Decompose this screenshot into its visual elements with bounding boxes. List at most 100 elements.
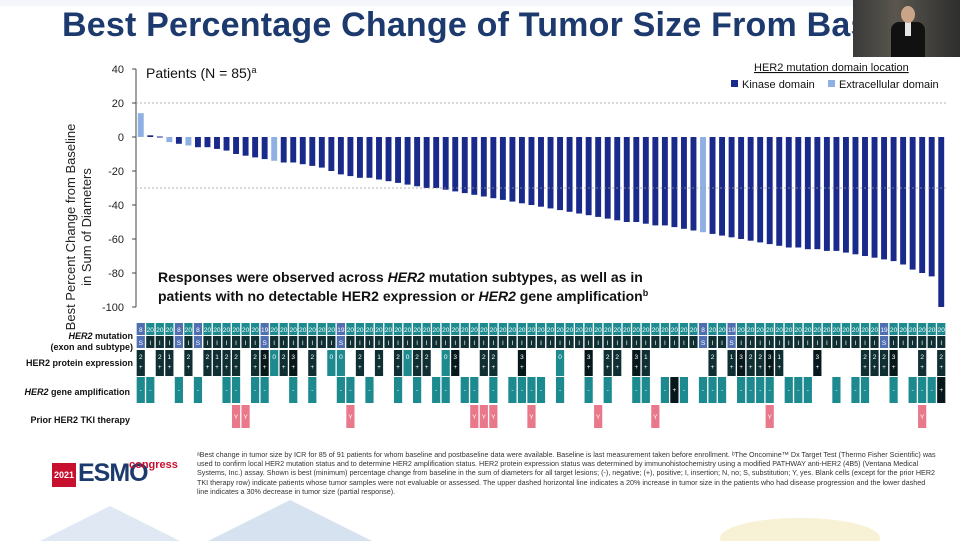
mutation-cell bbox=[908, 323, 917, 335]
row-label-mutation-a: HER2 bbox=[68, 331, 92, 341]
protein-value: 2 bbox=[482, 354, 486, 361]
mutation-type: I bbox=[397, 340, 399, 347]
amp-cell bbox=[289, 377, 298, 403]
mutation-cell bbox=[165, 323, 174, 335]
protein-value: 1 bbox=[777, 354, 781, 361]
mutation-exon: 19 bbox=[728, 327, 736, 334]
mutation-type-cell bbox=[813, 336, 822, 348]
bar bbox=[576, 137, 583, 214]
mutation-type-cell bbox=[794, 336, 803, 348]
mutation-exon: 20 bbox=[490, 327, 498, 334]
mutation-type: I bbox=[645, 340, 647, 347]
protein-sign: + bbox=[920, 364, 924, 371]
mutation-exon: 19 bbox=[337, 327, 345, 334]
mutation-type-cell bbox=[841, 336, 851, 348]
protein-value: 3 bbox=[263, 354, 267, 361]
bar bbox=[728, 137, 735, 238]
bar bbox=[223, 137, 230, 151]
bar bbox=[795, 137, 802, 248]
mutation-exon: 20 bbox=[166, 327, 174, 334]
annotation-line-1: Responses were observed across HER2 muta… bbox=[158, 269, 643, 285]
mutation-type-cell bbox=[775, 336, 784, 348]
amp-cell bbox=[393, 377, 403, 403]
protein-sign: + bbox=[139, 364, 143, 371]
mutation-type-cell bbox=[146, 336, 155, 348]
protein-sign: + bbox=[167, 364, 171, 371]
protein-cell bbox=[632, 350, 641, 376]
amp-value: - bbox=[740, 387, 742, 394]
row-label-tki: Prior HER2 TKI therapy bbox=[30, 415, 130, 425]
protein-value: 2 bbox=[920, 354, 924, 361]
protein-sign: + bbox=[520, 364, 524, 371]
mutation-type-cell bbox=[908, 336, 917, 348]
mutation-type-cell bbox=[403, 336, 412, 348]
mutation-cell bbox=[536, 323, 546, 335]
mutation-type: I bbox=[321, 340, 323, 347]
row-label-mutation: HER2 mutation bbox=[68, 331, 133, 341]
logo-year: 2021 bbox=[52, 463, 76, 487]
protein-value: 3 bbox=[291, 354, 295, 361]
mutation-type: I bbox=[721, 340, 723, 347]
mutation-exon: 20 bbox=[661, 327, 669, 334]
mutation-cell bbox=[336, 323, 345, 335]
amp-cell bbox=[851, 377, 860, 403]
amp-cell bbox=[432, 377, 441, 403]
mutation-type: I bbox=[740, 340, 742, 347]
annotation-sup: b bbox=[643, 288, 649, 298]
amp-value: - bbox=[435, 387, 437, 394]
mutation-type-cell bbox=[708, 336, 717, 348]
mutation-type: I bbox=[759, 340, 761, 347]
mutation-type: I bbox=[902, 340, 904, 347]
mutation-cell bbox=[622, 323, 631, 335]
protein-sign: + bbox=[615, 364, 619, 371]
mutation-type: I bbox=[416, 340, 418, 347]
mutation-cell bbox=[689, 323, 698, 335]
amp-value: - bbox=[464, 387, 466, 394]
speaker-shirt bbox=[905, 22, 911, 36]
amp-value: - bbox=[854, 387, 856, 394]
protein-cell bbox=[441, 350, 450, 376]
mutation-type: I bbox=[654, 340, 656, 347]
mutation-type: I bbox=[302, 340, 304, 347]
mutation-exon: 20 bbox=[633, 327, 641, 334]
annotation-line2-c: gene amplification bbox=[516, 288, 643, 304]
mutation-cell bbox=[717, 323, 727, 335]
protein-cell bbox=[308, 350, 317, 376]
bar bbox=[233, 137, 240, 154]
mutation-type-cell bbox=[651, 336, 660, 348]
mutation-type-cell bbox=[555, 336, 565, 348]
mutation-exon: 20 bbox=[347, 327, 355, 334]
mutation-type-cell bbox=[765, 336, 774, 348]
protein-cell bbox=[937, 350, 946, 376]
mutation-exon: 20 bbox=[766, 327, 774, 334]
mutation-exon: 8 bbox=[139, 327, 143, 334]
mutation-cell bbox=[651, 323, 660, 335]
mutation-type-cell bbox=[822, 336, 831, 348]
tki-value: Y bbox=[482, 414, 487, 421]
amp-value: - bbox=[788, 387, 790, 394]
protein-value: 2 bbox=[187, 354, 191, 361]
bar bbox=[881, 137, 888, 260]
mutation-exon: 8 bbox=[177, 327, 181, 334]
mutation-exon: 20 bbox=[890, 327, 898, 334]
protein-value: 2 bbox=[939, 354, 943, 361]
tki-cell bbox=[241, 405, 250, 428]
protein-value: 3 bbox=[634, 354, 638, 361]
mutation-type-cell bbox=[393, 336, 403, 348]
footnote: ᵃBest change in tumor size by ICR for 85… bbox=[197, 450, 936, 496]
mutation-type-cell bbox=[679, 336, 689, 348]
mutation-exon: 20 bbox=[928, 327, 936, 334]
mutation-cell bbox=[603, 323, 612, 335]
amp-cell bbox=[174, 377, 183, 403]
amp-cell bbox=[679, 377, 689, 403]
mutation-type-cell bbox=[231, 336, 241, 348]
mutation-type: I bbox=[607, 340, 609, 347]
mutation-type: I bbox=[569, 340, 571, 347]
mutation-type-cell bbox=[374, 336, 384, 348]
mutation-type-cell bbox=[308, 336, 317, 348]
amp-cell bbox=[746, 377, 755, 403]
mutation-type-cell bbox=[870, 336, 879, 348]
bar bbox=[614, 137, 621, 221]
protein-value: 2 bbox=[358, 354, 362, 361]
tki-cell bbox=[765, 405, 774, 428]
